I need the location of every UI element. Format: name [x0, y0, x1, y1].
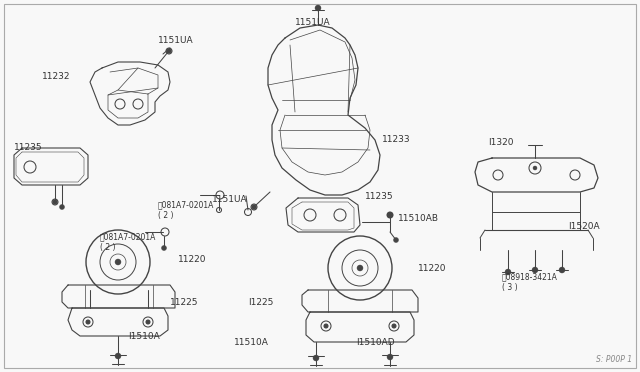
Circle shape	[146, 320, 150, 324]
Text: Ⓝ08918-3421A
( 3 ): Ⓝ08918-3421A ( 3 )	[502, 272, 558, 292]
Circle shape	[313, 355, 319, 361]
Text: 11235: 11235	[14, 143, 43, 152]
Circle shape	[166, 48, 172, 54]
Circle shape	[324, 324, 328, 328]
Circle shape	[52, 199, 58, 205]
Text: I1510A: I1510A	[128, 332, 160, 341]
Text: I1520A: I1520A	[568, 222, 600, 231]
Circle shape	[387, 354, 393, 360]
Circle shape	[533, 166, 537, 170]
Text: 11225: 11225	[170, 298, 198, 307]
Circle shape	[505, 269, 511, 275]
Text: 1151UA: 1151UA	[295, 18, 331, 27]
Circle shape	[115, 259, 121, 265]
Circle shape	[315, 5, 321, 11]
Text: 1151UA: 1151UA	[212, 195, 248, 204]
Text: 11233: 11233	[382, 135, 411, 144]
Circle shape	[392, 324, 396, 328]
Text: Ⓑ081A7-0201A
( 2 ): Ⓑ081A7-0201A ( 2 )	[100, 232, 156, 252]
Circle shape	[387, 212, 393, 218]
Circle shape	[532, 267, 538, 273]
Circle shape	[115, 353, 121, 359]
Text: I1225: I1225	[248, 298, 273, 307]
Text: I1320: I1320	[488, 138, 513, 147]
Text: 11220: 11220	[178, 255, 207, 264]
Circle shape	[559, 267, 565, 273]
Circle shape	[394, 237, 399, 243]
Text: Ⓑ081A7-0201A
( 2 ): Ⓑ081A7-0201A ( 2 )	[158, 200, 214, 220]
Circle shape	[86, 320, 90, 324]
Text: 11510A: 11510A	[234, 338, 269, 347]
Text: I1510AD: I1510AD	[356, 338, 395, 347]
Text: 11235: 11235	[365, 192, 394, 201]
Text: 1151UA: 1151UA	[158, 36, 194, 45]
Circle shape	[252, 205, 257, 209]
Text: 11232: 11232	[42, 72, 70, 81]
Text: 11220: 11220	[418, 264, 447, 273]
Circle shape	[60, 205, 65, 209]
Text: 11510AB: 11510AB	[398, 214, 439, 223]
Text: S: P00P 1: S: P00P 1	[596, 355, 632, 364]
Circle shape	[161, 246, 166, 250]
Circle shape	[357, 265, 363, 271]
Circle shape	[387, 212, 392, 218]
